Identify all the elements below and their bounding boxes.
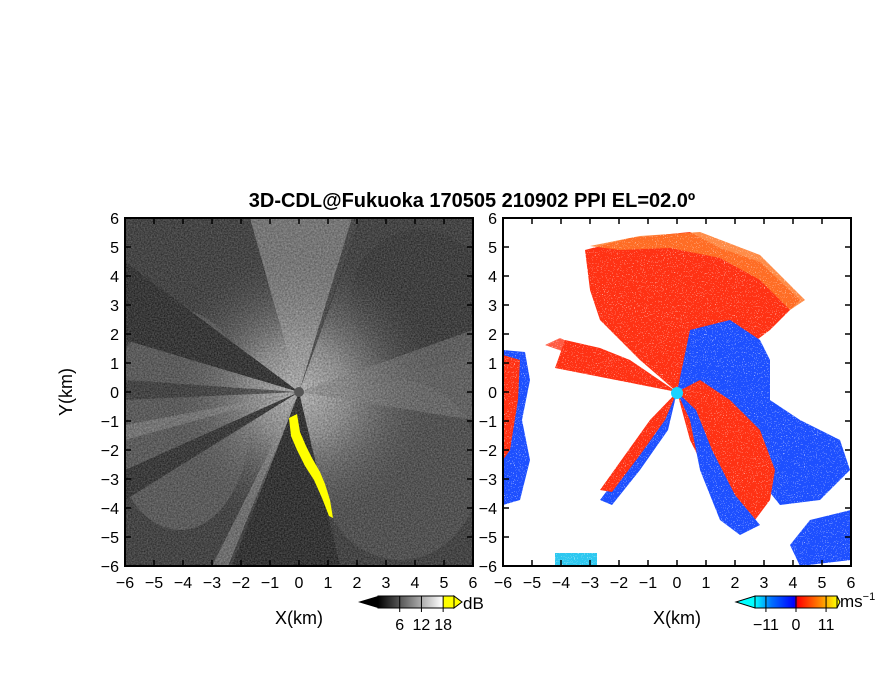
right-colorbar: −11 0 11 ms−1 [734,591,875,634]
left-y-tick-label: 0 [110,385,119,402]
left-y-tick-label: 2 [110,327,119,344]
right-x-tick-label: 0 [673,575,682,592]
left-x-axis-label: X(km) [275,608,323,628]
left-y-tick-label: 5 [110,240,119,257]
right-x-tick-label: 2 [731,575,740,592]
left-x-tick-label: 0 [295,575,304,592]
right-colorbar-arrow-left [734,595,756,609]
left-y-tick-label: −1 [101,414,119,431]
right-x-axis-label: X(km) [653,608,701,628]
right-y-tick-label: 5 [488,240,497,257]
right-x-tick-label: 5 [818,575,827,592]
left-colorbar-unit: dB [463,594,484,613]
right-y-tick-label: 4 [488,269,497,286]
right-y-tick-label: −5 [479,530,497,547]
left-y-tick-label: −5 [101,530,119,547]
right-x-tick-label: 1 [702,575,711,592]
right-y-tick-label: 0 [488,385,497,402]
right-x-tick-label: −5 [523,575,541,592]
left-colorbar-tick-label: 18 [434,617,452,634]
left-y-tick-label: 6 [110,211,119,228]
right-y-tick-label: 6 [488,211,497,228]
left-x-tick-label: −2 [232,575,250,592]
left-y-tick-label: 4 [110,269,119,286]
left-x-tick-label: −5 [145,575,163,592]
left-x-tick-label: 3 [382,575,391,592]
left-y-tick-label: −2 [101,443,119,460]
left-y-tick-label: −3 [101,472,119,489]
right-y-tick-label: −3 [479,472,497,489]
left-y-axis-label: Y(km) [56,368,76,416]
right-x-tick-label: −3 [581,575,599,592]
right-colorbar-unit-exp: −1 [863,591,876,603]
right-y-tick-label: −1 [479,414,497,431]
left-axes: −6 −5 −4 −3 −2 −1 0 1 2 3 4 5 6 6 5 4 3 2 1 0 −1 −2 −3 −4 −5 −6 [101,211,478,592]
left-x-tick-label: 6 [469,575,478,592]
left-y-tick-label: −6 [101,559,119,576]
right-x-tick-label: 4 [789,575,798,592]
left-x-tick-label: 5 [440,575,449,592]
right-x-tick-label: −2 [610,575,628,592]
right-colorbar-tick-label: −11 [753,617,779,634]
right-colorbar-arrow-right [836,595,841,609]
radar-site-marker-right [671,387,683,399]
left-x-tick-label: −6 [116,575,134,592]
left-x-tick-label: −3 [203,575,221,592]
left-colorbar: 6 12 18 dB [358,594,484,634]
left-colorbar-bar [377,595,455,609]
left-colorbar-tick-label: 6 [395,617,404,634]
left-x-tick-label: −1 [261,575,279,592]
right-y-tick-label: 1 [488,356,497,373]
right-x-tick-label: 3 [760,575,769,592]
right-y-tick-label: −6 [479,559,497,576]
left-colorbar-arrow-left [358,596,378,608]
right-x-tick-label: −1 [639,575,657,592]
right-x-tick-label: −6 [494,575,512,592]
right-x-tick-label: 6 [847,575,856,592]
right-colorbar-unit: ms−1 [840,591,875,611]
left-y-tick-label: 3 [110,298,119,315]
right-colorbar-tick-label: 0 [792,617,801,634]
right-y-tick-label: −4 [479,501,497,518]
right-panel-image [503,218,851,566]
left-x-tick-label: 1 [324,575,333,592]
right-x-tick-label: −4 [552,575,570,592]
left-y-tick-label: 1 [110,356,119,373]
left-x-tick-label: 2 [353,575,362,592]
right-y-tick-label: −2 [479,443,497,460]
left-colorbar-arrow-right [453,595,463,609]
right-axes: −6 −5 −4 −3 −2 −1 0 1 2 3 4 5 6 6 5 4 3 2 1 0 −1 −2 −3 −4 −5 −6 [479,211,856,592]
figure-title: 3D-CDL@Fukuoka 170505 210902 PPI EL=02.0… [249,190,695,212]
right-y-tick-label: 2 [488,327,497,344]
right-colorbar-unit-base: ms [840,592,863,611]
right-y-tick-label: 3 [488,298,497,315]
radar-site-marker-left [294,387,304,397]
left-x-tick-label: 4 [411,575,420,592]
left-x-tick-label: −4 [174,575,192,592]
right-colorbar-tick-label: 11 [818,617,835,634]
left-colorbar-tick-label: 12 [413,617,431,634]
left-panel-image [125,218,473,566]
left-y-tick-label: −4 [101,501,119,518]
